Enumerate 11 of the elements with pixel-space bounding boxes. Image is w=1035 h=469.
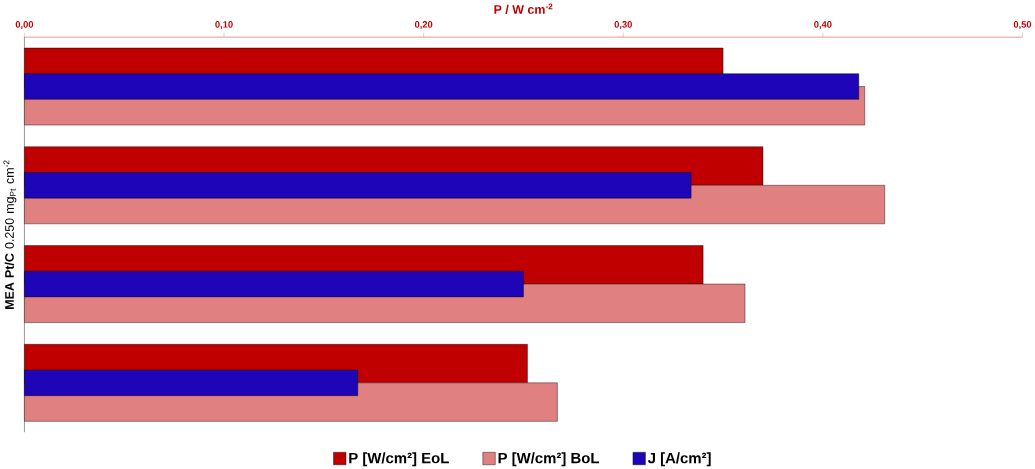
x-tick-label: 0,30 [614,21,632,30]
x-tick-label: 0,40 [814,21,832,30]
y-axis-title: MEA Pt/C 0.250 mg$_{Pt}$ cm$^{-2}$ [3,160,17,310]
x-tick-label: 0,00 [15,21,34,30]
x-tick-label: 0,50 [1013,21,1032,30]
x-tick-label: 0,20 [414,21,433,30]
legend-label: P [W/cm²] BoL [498,452,600,467]
x-axis-title: P / W cm$^{-2}$ [494,3,553,15]
x-tick-label: 0,10 [215,21,233,30]
legend-label: J [A/cm²] [647,452,711,467]
legend-label: P [W/cm²] EoL [349,452,449,467]
